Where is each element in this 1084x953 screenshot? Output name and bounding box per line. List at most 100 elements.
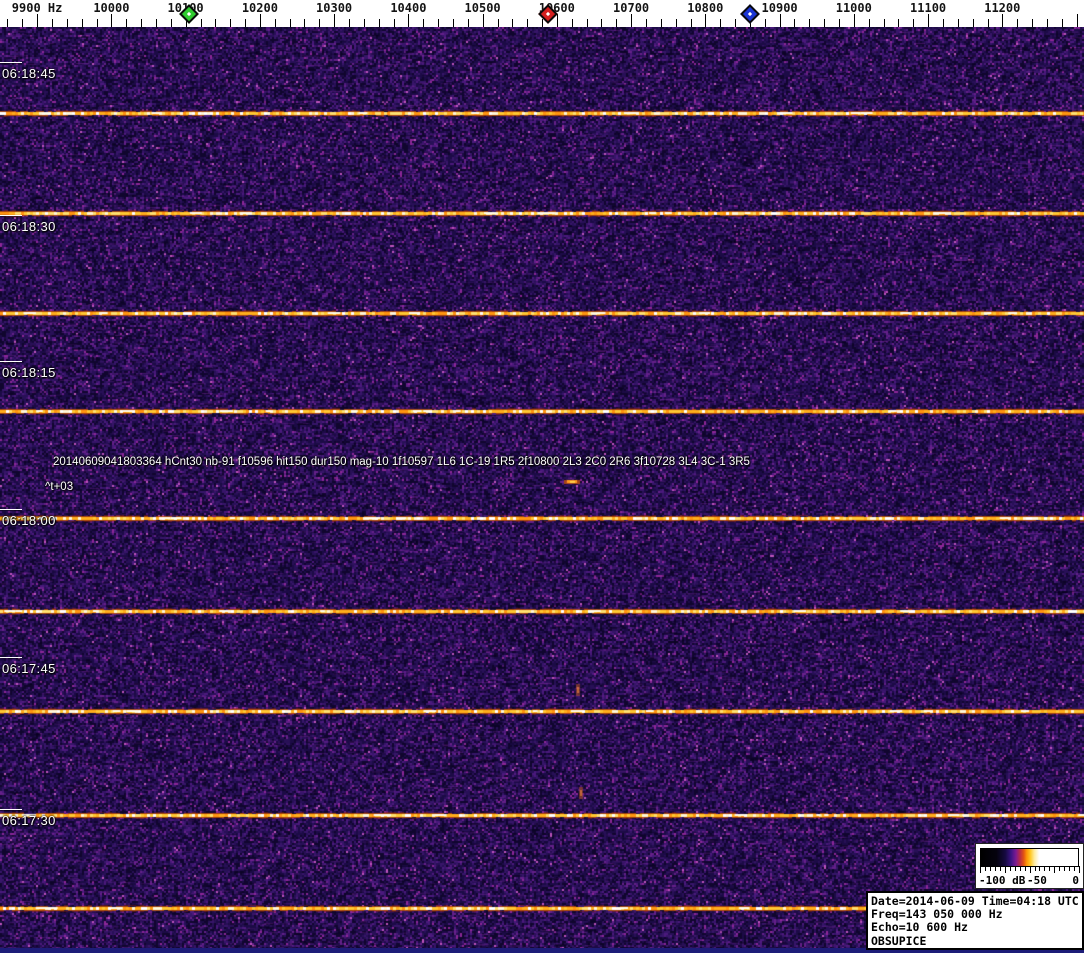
colorbar-tick — [1039, 866, 1041, 871]
info-line-0: Date=2014-06-09 Time=04:18 UTC — [871, 894, 1079, 908]
colorbar-label: -50 — [1027, 874, 1047, 887]
freq-minor-tick — [1017, 19, 1019, 27]
annotation-time-offset: ^t+03 — [45, 481, 74, 493]
freq-minor-tick — [898, 19, 900, 27]
freq-minor-tick — [467, 19, 469, 27]
freq-minor-tick — [571, 19, 573, 27]
colorbar-label: 0 — [1072, 874, 1079, 887]
freq-minor-tick — [319, 19, 321, 27]
freq-minor-tick — [245, 19, 246, 27]
freq-minor-tick — [363, 19, 365, 27]
time-tick — [0, 509, 22, 510]
colorbar-tick — [1014, 866, 1016, 871]
freq-minor-tick — [274, 19, 276, 27]
freq-major-tick — [556, 14, 558, 27]
colorbar-tick — [1029, 866, 1031, 873]
freq-major-tick — [408, 14, 410, 27]
freq-minor-tick — [883, 19, 885, 27]
freq-minor-tick — [141, 19, 143, 27]
colorbar-tick — [984, 866, 986, 871]
time-label: 06:17:45 — [2, 661, 56, 676]
freq-minor-tick — [423, 19, 425, 27]
freq-minor-tick — [438, 19, 440, 27]
colorbar-tick — [1054, 866, 1056, 873]
colorbar-tick — [1034, 866, 1036, 871]
freq-tick-label: 10500 — [464, 1, 501, 15]
freq-minor-tick — [690, 19, 692, 27]
colorbar-legend: -100 dB -50 0 — [975, 843, 1084, 889]
freq-minor-tick — [957, 19, 959, 27]
freq-minor-tick — [66, 19, 68, 27]
freq-minor-tick — [586, 19, 588, 27]
freq-minor-tick — [660, 19, 662, 27]
freq-major-tick — [259, 14, 261, 27]
freq-minor-tick — [913, 19, 915, 27]
freq-major-tick — [928, 14, 930, 27]
freq-minor-tick — [289, 19, 291, 27]
freq-tick-label: 10300 — [316, 1, 353, 15]
colorbar-tick — [1064, 866, 1066, 871]
colorbar-gradient — [980, 848, 1079, 867]
marker-center-dot — [747, 11, 753, 17]
colorbar-tick — [989, 866, 991, 871]
freq-minor-tick — [764, 19, 766, 27]
freq-major-tick — [334, 14, 336, 27]
freq-minor-tick — [868, 19, 870, 27]
info-line-3: OBSUPICE — [871, 933, 927, 948]
freq-minor-tick — [96, 19, 98, 27]
freq-minor-tick — [1061, 19, 1063, 27]
colorbar-tick — [994, 866, 996, 871]
colorbar-tick — [1044, 866, 1046, 871]
freq-minor-tick — [675, 19, 677, 27]
freq-tick-label: 11100 — [910, 1, 947, 15]
freq-minor-tick — [81, 19, 83, 27]
freq-minor-tick — [170, 19, 172, 27]
freq-minor-tick — [200, 19, 202, 27]
freq-minor-tick — [7, 19, 9, 27]
freq-minor-tick — [22, 19, 24, 27]
colorbar-tick — [1069, 866, 1071, 871]
colorbar-tick — [1024, 866, 1026, 871]
freq-tick-label: 9900 Hz — [11, 1, 63, 15]
freq-major-tick — [37, 14, 39, 27]
colorbar-tick — [1019, 866, 1021, 871]
freq-minor-tick — [601, 19, 603, 27]
freq-tick-label: 10800 — [687, 1, 724, 15]
freq-major-tick — [705, 14, 707, 27]
time-tick — [0, 215, 22, 216]
frequency-scale-ruler[interactable]: 9900 Hz100001010010200103001040010500106… — [0, 0, 1084, 27]
freq-tick-label: 10700 — [613, 1, 650, 15]
colorbar-tick — [1049, 866, 1051, 871]
marker-center-dot — [187, 11, 192, 17]
freq-minor-tick — [839, 19, 840, 27]
freq-major-tick — [1002, 14, 1004, 27]
time-tick — [0, 809, 22, 810]
freq-minor-tick — [155, 19, 157, 27]
freq-minor-tick — [215, 19, 217, 27]
freq-minor-tick — [304, 19, 306, 27]
freq-minor-tick — [645, 19, 647, 27]
freq-minor-tick — [809, 19, 811, 27]
freq-minor-tick — [52, 19, 53, 27]
time-label: 06:18:00 — [2, 513, 56, 528]
freq-minor-tick — [824, 19, 826, 27]
blue-diamond-marker[interactable] — [739, 4, 760, 24]
freq-minor-tick — [512, 19, 514, 27]
marker-center-dot — [545, 11, 551, 17]
freq-major-tick — [853, 14, 855, 27]
freq-major-tick — [1076, 14, 1078, 27]
freq-major-tick — [779, 14, 781, 27]
colorbar-tick — [980, 866, 981, 873]
freq-minor-tick — [542, 19, 543, 27]
freq-tick-label: 10200 — [241, 1, 278, 15]
freq-minor-tick — [987, 19, 989, 27]
station-info-box: Date=2014-06-09 Time=04:18 UTC Freq=143 0… — [866, 891, 1084, 950]
freq-tick-label: 11000 — [835, 1, 872, 15]
time-label: 06:17:30 — [2, 813, 56, 828]
freq-minor-tick — [230, 19, 232, 27]
info-line-2: Echo=10 600 Hz — [871, 920, 968, 935]
time-label: 06:18:45 — [2, 66, 56, 81]
time-tick — [0, 62, 22, 63]
colorbar-tick — [1074, 866, 1075, 871]
